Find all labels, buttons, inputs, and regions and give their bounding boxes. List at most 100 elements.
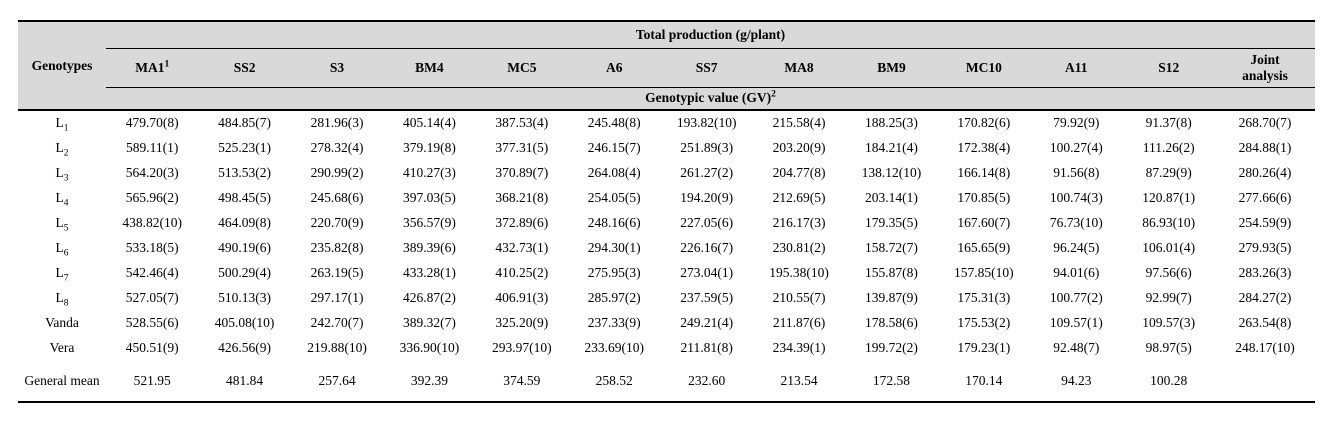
row-label: L8 [55, 289, 69, 309]
value-cell: 170.14 [965, 372, 1003, 388]
value-cell: 184.21(4) [865, 139, 918, 155]
value-cell: 235.82(8) [310, 239, 364, 255]
subheader-row: Genotypic value (GV)2 [18, 87, 1315, 111]
value-cell: 405.08(10) [214, 314, 275, 330]
value-cell: 212.69(5) [772, 189, 826, 205]
value-cell: 138.12(10) [861, 164, 922, 180]
total-production-label: Total production (g/plant) [635, 26, 786, 42]
value-cell: 120.87(1) [1142, 189, 1196, 205]
value-cell: 170.82(6) [957, 115, 1011, 130]
table-header: Genotypes Total production (g/plant) MA1… [18, 21, 1315, 111]
row-label: L4 [55, 189, 69, 209]
value-cell: 92.99(7) [1145, 289, 1192, 305]
value-cell: 257.64 [318, 372, 356, 388]
value-cell: 94.01(6) [1053, 264, 1100, 280]
value-cell: 91.56(8) [1053, 164, 1100, 180]
value-cell: 438.82(10) [122, 214, 183, 230]
value-cell: 237.59(5) [680, 289, 734, 305]
value-cell: 100.77(2) [1049, 289, 1103, 305]
genotypic-value-label: Genotypic value (GV) [645, 90, 772, 106]
value-cell: 464.09(8) [218, 214, 272, 230]
genotypes-label: Genotypes [31, 57, 93, 73]
column-header-ss2: SS2 [198, 48, 291, 88]
value-cell: 233.69(10) [584, 339, 645, 355]
value-cell: 290.99(2) [310, 164, 364, 180]
table-row: Vera 450.51(9) 426.56(9) 219.88(10) 336.90(1… [18, 335, 1315, 360]
value-cell: 234.39(1) [772, 339, 826, 355]
value-cell: 377.31(5) [495, 139, 549, 155]
row-label: L5 [55, 214, 69, 234]
row-label: L7 [55, 264, 69, 284]
value-cell: 166.14(8) [957, 164, 1011, 180]
value-cell: 230.81(2) [772, 239, 826, 255]
value-cell: 528.55(6) [125, 314, 179, 330]
value-cell: 254.05(5) [587, 189, 641, 205]
value-cell: 500.29(4) [218, 264, 272, 280]
table-row: L3 564.20(3) 513.53(2) 290.99(2) 410.27(3) 37… [18, 160, 1315, 185]
value-cell: 98.97(5) [1145, 339, 1192, 355]
value-cell: 188.25(3) [865, 115, 918, 130]
value-cell: 178.58(6) [865, 314, 918, 330]
column-header-s12: S12 [1122, 48, 1215, 88]
value-cell: 263.19(5) [310, 264, 364, 280]
value-cell: 387.53(4) [495, 115, 549, 130]
value-cell [1215, 360, 1315, 402]
value-cell: 232.60 [688, 372, 726, 388]
value-cell: 251.89(3) [680, 139, 734, 155]
value-cell: 279.93(5) [1238, 239, 1292, 255]
value-cell: 490.19(6) [218, 239, 272, 255]
value-cell: 248.17(10) [1235, 339, 1295, 355]
value-cell: 263.54(8) [1238, 314, 1292, 330]
table-row: L1 479.70(8) 484.85(7) 281.96(3) 405.14(4) 38… [18, 110, 1315, 135]
value-cell: 280.26(4) [1238, 164, 1292, 180]
value-cell: 109.57(1) [1049, 314, 1103, 330]
value-cell: 248.16(6) [587, 214, 641, 230]
total-production-table: Genotypes Total production (g/plant) MA1… [18, 20, 1315, 403]
value-cell: 278.32(4) [310, 139, 364, 155]
value-cell: 179.35(5) [865, 214, 918, 230]
value-cell: 481.84 [226, 372, 264, 388]
value-cell: 379.19(8) [402, 139, 456, 155]
value-cell: 513.53(2) [218, 164, 272, 180]
value-cell: 246.15(7) [587, 139, 641, 155]
value-cell: 204.77(8) [772, 164, 826, 180]
column-header-ss7: SS7 [660, 48, 753, 88]
row-label: L3 [55, 164, 69, 184]
value-cell: 216.17(3) [772, 214, 826, 230]
value-cell: 426.87(2) [402, 289, 456, 305]
value-cell: 372.89(6) [495, 214, 549, 230]
production-table-wrapper: Genotypes Total production (g/plant) MA1… [18, 20, 1315, 403]
value-cell: 96.24(5) [1053, 239, 1100, 255]
value-cell: 219.88(10) [307, 339, 367, 355]
value-cell: 433.28(1) [402, 264, 456, 280]
value-cell: 155.87(8) [865, 264, 918, 280]
value-cell: 227.05(6) [680, 214, 734, 230]
value-cell: 432.73(1) [495, 239, 549, 255]
value-cell: 336.90(10) [399, 339, 460, 355]
value-cell: 284.88(1) [1238, 139, 1292, 155]
value-cell: 368.21(8) [495, 189, 549, 205]
top-header-row: Genotypes Total production (g/plant) [18, 21, 1315, 111]
value-cell: 175.53(2) [957, 314, 1011, 330]
value-cell: 293.97(10) [492, 339, 552, 355]
value-cell: 325.20(9) [495, 314, 549, 330]
row-label: Vera [49, 339, 75, 355]
value-cell: 100.74(3) [1049, 189, 1103, 205]
table-row: L6 533.18(5) 490.19(6) 235.82(8) 389.39(6) 43… [18, 235, 1315, 260]
value-cell: 226.16(7) [680, 239, 734, 255]
value-cell: 356.57(9) [402, 214, 456, 230]
row-label: L6 [55, 239, 69, 259]
value-cell: 525.23(1) [218, 139, 272, 155]
value-cell: 397.03(5) [402, 189, 456, 205]
row-label: L2 [55, 139, 69, 159]
value-cell: 242.70(7) [310, 314, 364, 330]
column-header-bm9: BM9 [845, 48, 938, 88]
value-cell: 261.27(2) [680, 164, 734, 180]
value-cell: 100.27(4) [1049, 139, 1103, 155]
value-cell: 195.38(10) [769, 264, 829, 280]
value-cell: 533.18(5) [125, 239, 179, 255]
value-cell: 389.32(7) [402, 314, 456, 330]
value-cell: 370.89(7) [495, 164, 549, 180]
value-cell: 258.52 [595, 372, 633, 388]
value-cell: 109.57(3) [1142, 314, 1196, 330]
